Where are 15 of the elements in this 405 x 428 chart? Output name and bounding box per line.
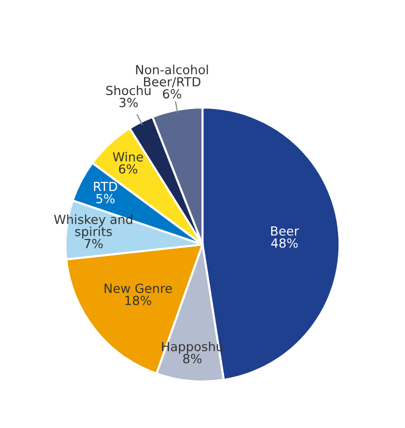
data-label: 3% — [120, 98, 138, 108]
data-label: 18% — [125, 296, 152, 306]
slice-label: Shochu — [106, 85, 150, 96]
data-label: 7% — [84, 238, 103, 248]
data-label: 48% — [271, 238, 298, 248]
slice-label: New Genre — [104, 284, 172, 294]
data-label: 6% — [118, 164, 138, 174]
data-label: 5% — [96, 194, 115, 204]
data-label: 8% — [183, 354, 202, 364]
slice-label: Wine — [112, 152, 143, 162]
slice-label: Non-alcohol Beer/RTD — [136, 64, 208, 88]
slice-label: Beer — [271, 226, 300, 236]
slice-label: RTD — [94, 182, 118, 192]
data-label: 6% — [162, 89, 182, 99]
slice-label: Whiskey and spirits — [54, 214, 132, 239]
